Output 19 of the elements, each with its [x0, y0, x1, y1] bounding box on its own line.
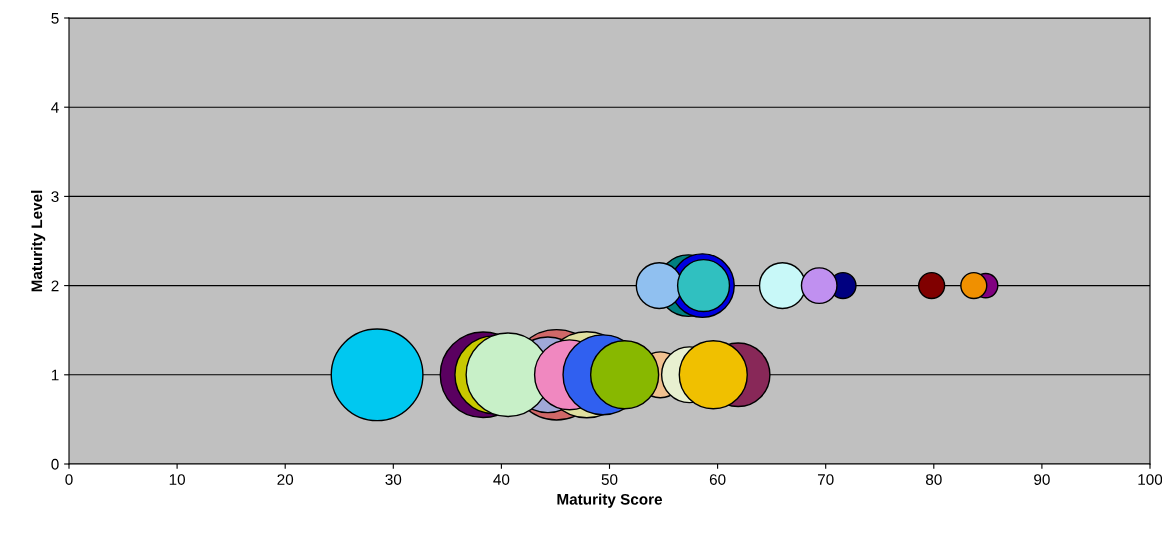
y-tick-label: 0 — [51, 458, 59, 470]
x-tick-label: 20 — [277, 474, 294, 485]
x-tick-label: 10 — [169, 474, 185, 485]
y-tick-label: 1 — [51, 369, 59, 381]
y-tick-label: 5 — [51, 13, 59, 24]
x-tick-label: 40 — [493, 474, 510, 485]
x-tick-label: 0 — [65, 474, 73, 485]
x-tick-label: 100 — [1138, 474, 1162, 485]
y-tick-label: 3 — [51, 191, 59, 203]
y-tick-label: 2 — [51, 280, 59, 292]
y-axis-title: Maturity Level — [30, 190, 46, 292]
y-tick-label: 4 — [51, 102, 59, 113]
x-tick-label: 90 — [1034, 474, 1050, 485]
x-tick-label: 80 — [925, 474, 942, 485]
x-tick-label: 70 — [817, 474, 834, 485]
x-tick-label: 50 — [601, 474, 618, 485]
x-tick-label: 30 — [385, 474, 402, 485]
x-tick-label: 60 — [709, 474, 726, 485]
x-axis-title: Maturity Score — [557, 493, 663, 508]
